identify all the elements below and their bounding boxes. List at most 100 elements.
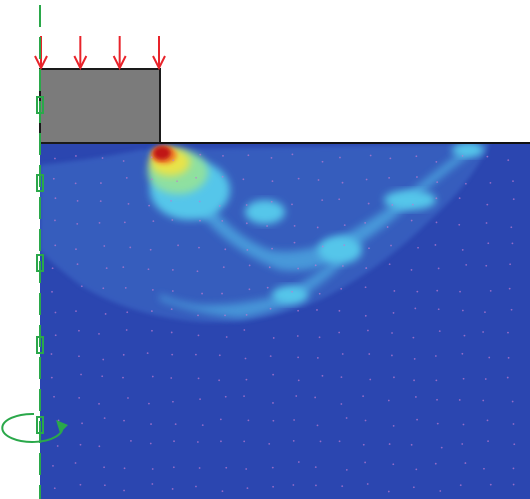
mesh-node: [345, 417, 348, 419]
mesh-node: [416, 290, 419, 293]
shear-band-lower: [160, 258, 345, 318]
mesh-node: [123, 489, 125, 492]
mesh-node: [222, 266, 225, 269]
mesh-node: [392, 424, 395, 427]
mesh-node: [221, 219, 224, 222]
mesh-node: [345, 468, 348, 471]
mesh-node: [196, 441, 199, 443]
mesh-node: [435, 197, 438, 200]
mesh-node: [415, 155, 418, 158]
mesh-node: [174, 423, 177, 426]
mesh-node: [340, 287, 343, 290]
mesh-node: [195, 485, 197, 488]
mesh-node: [201, 424, 204, 427]
down-arrow-icon: [152, 36, 166, 71]
mesh-node: [75, 310, 77, 313]
axis-support-mark: [36, 416, 44, 434]
mesh-node: [122, 266, 125, 269]
mesh-node: [80, 285, 83, 288]
mesh-node: [338, 331, 341, 334]
load-arrows: [34, 36, 166, 71]
mesh-node: [199, 219, 201, 222]
mesh-node: [341, 353, 344, 355]
mesh-node: [438, 330, 441, 333]
mesh-node: [122, 376, 124, 379]
mesh-node: [436, 422, 439, 425]
mesh-node: [318, 336, 321, 339]
mesh-node: [369, 378, 372, 381]
mesh-node: [321, 160, 324, 163]
mesh-node: [509, 263, 512, 266]
mesh-node: [412, 336, 415, 339]
mesh-nodes: [50, 153, 516, 493]
mesh-node: [172, 159, 175, 162]
mesh-node: [124, 286, 127, 289]
mesh-node: [52, 464, 54, 467]
mesh-node: [171, 269, 174, 271]
mesh-node: [437, 267, 440, 270]
mesh-node: [74, 182, 77, 185]
mesh-node: [247, 419, 250, 422]
mesh-node: [152, 220, 155, 222]
mesh-node: [98, 445, 101, 448]
mesh-node: [296, 335, 299, 337]
mesh-node: [127, 202, 130, 205]
axis-support-mark: [36, 254, 44, 272]
mesh-node: [225, 466, 228, 469]
mesh-node: [489, 181, 492, 184]
mesh-node: [465, 263, 468, 266]
mesh-node: [218, 354, 221, 357]
cyan-zone: [272, 286, 308, 304]
mesh-node: [149, 442, 152, 445]
mesh-node: [266, 286, 269, 289]
mesh-node: [130, 440, 132, 442]
mesh-node: [510, 226, 513, 229]
mesh-node: [487, 242, 490, 245]
footing-block: [39, 68, 161, 144]
mesh-node: [242, 178, 245, 181]
mesh-node: [170, 199, 172, 202]
mesh-node: [412, 486, 415, 489]
mesh-node: [268, 266, 271, 269]
mesh-node: [434, 244, 437, 246]
mesh-node: [391, 354, 393, 357]
mesh-node: [98, 332, 100, 335]
mesh-node: [459, 290, 461, 293]
mesh-node: [343, 244, 346, 247]
mesh-node: [271, 247, 273, 250]
mesh-node: [435, 379, 438, 382]
mesh-node: [79, 483, 82, 486]
mesh-node: [416, 176, 418, 178]
mesh-node: [291, 203, 293, 206]
mesh-node: [79, 443, 82, 446]
mesh-node: [171, 488, 174, 490]
mesh-node: [272, 485, 275, 488]
mesh-node: [246, 249, 249, 251]
mesh-node: [315, 484, 317, 487]
mesh-node: [53, 395, 55, 398]
mesh-node: [316, 357, 319, 359]
mesh-node: [510, 308, 513, 311]
mesh-node: [295, 395, 298, 397]
mesh-node: [436, 181, 439, 184]
mesh-node: [221, 490, 224, 493]
mesh-node: [102, 287, 105, 290]
mesh-node: [513, 443, 516, 446]
mesh-node: [489, 289, 492, 292]
mesh-node: [54, 197, 57, 200]
mesh-node: [75, 248, 77, 251]
mesh-node: [243, 329, 246, 331]
mesh-node: [340, 403, 343, 405]
mesh-node: [176, 180, 178, 183]
mesh-node: [148, 204, 151, 207]
mesh-node: [105, 267, 108, 270]
mesh-node: [462, 377, 465, 380]
mesh-node: [78, 329, 80, 332]
mesh-node: [98, 221, 101, 224]
mesh-node: [297, 177, 300, 180]
mesh-node: [439, 490, 442, 492]
mesh-node: [245, 314, 248, 316]
mesh-node: [293, 241, 296, 244]
mesh-node: [271, 180, 274, 183]
